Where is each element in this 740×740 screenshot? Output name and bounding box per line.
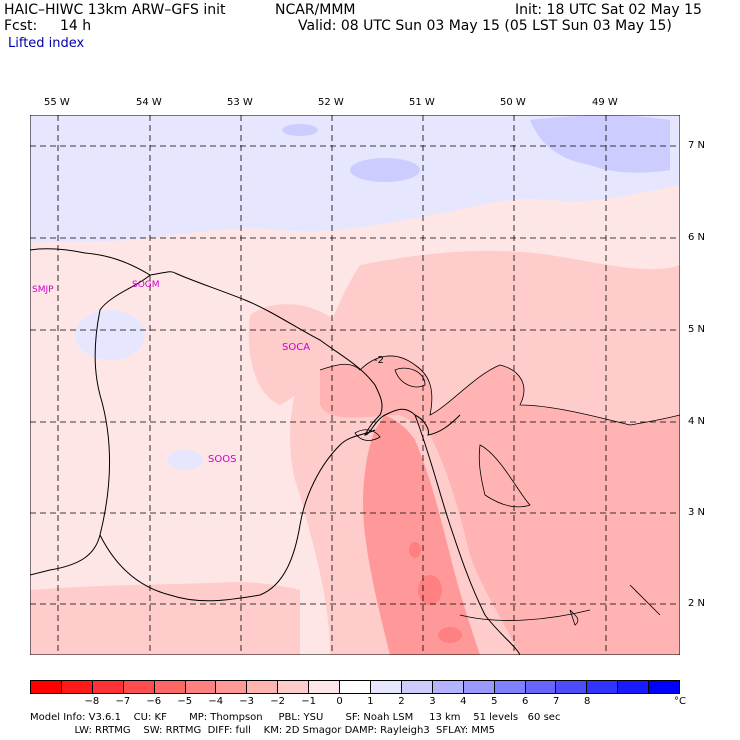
li-contour	[478, 444, 531, 508]
colorbar-unit: °C	[674, 696, 686, 707]
colorbar-segment	[340, 681, 371, 693]
positive-li-cell	[282, 124, 318, 136]
lat-label: 6 N	[688, 232, 706, 243]
li-contour	[629, 584, 661, 616]
border-suriname	[30, 274, 151, 576]
colorbar-segment	[123, 681, 155, 693]
colorbar-segment	[154, 681, 186, 693]
colorbar	[30, 680, 680, 694]
colorbar-segment	[618, 681, 650, 693]
colorbar-segment	[309, 681, 341, 693]
colorbar-tick-label: 3	[429, 696, 436, 707]
lon-label: 53 W	[227, 97, 253, 108]
colorbar-segment	[216, 681, 248, 693]
colorbar-segment	[494, 681, 526, 693]
colorbar-tick-label: −3	[239, 696, 255, 707]
contour-label: -2	[374, 355, 384, 366]
colorbar-tick-label: 8	[583, 696, 591, 707]
positive-li-cell	[350, 158, 420, 182]
li-contour	[319, 355, 680, 426]
lat-label: 5 N	[688, 324, 706, 335]
colorbar-segment	[649, 681, 680, 693]
li-contour	[569, 609, 579, 626]
forecast-hour: 14 h	[60, 18, 92, 34]
colorbar-segment	[247, 681, 279, 693]
li-minus4-cell	[438, 627, 462, 643]
colorbar-tick-label: 0	[336, 696, 343, 707]
positive-li-cell	[75, 310, 145, 360]
model-title: HAIC–HIWC 13km ARW–GFS init	[4, 2, 226, 18]
lon-label: 52 W	[318, 97, 344, 108]
colorbar-tick-label: 5	[491, 696, 498, 707]
li-minus1-region	[30, 582, 300, 655]
colorbar-tick-label: 2	[398, 696, 405, 707]
positive-li-cell	[167, 450, 203, 470]
border-brazil	[414, 414, 521, 655]
lon-label: 50 W	[500, 97, 526, 108]
lat-label: 7 N	[688, 140, 706, 151]
colorbar-segment	[432, 681, 464, 693]
org-label: NCAR/MMM	[275, 2, 356, 18]
colorbar-tick-label: 7	[553, 696, 560, 707]
li-minus3-region	[363, 415, 480, 655]
colorbar-tick-label: 4	[460, 696, 467, 707]
positive-li-region	[30, 115, 680, 243]
lat-gridlines	[30, 145, 680, 605]
colorbar-segment	[401, 681, 433, 693]
lon-label: 55 W	[44, 97, 70, 108]
colorbar-tick-label: −5	[177, 696, 193, 707]
colorbar-segment	[185, 681, 217, 693]
model-info-line2: LW: RRTMG SW: RRTMG DIFF: full KM: 2D Sm…	[30, 725, 495, 736]
lat-label: 4 N	[688, 416, 706, 427]
li-contour	[394, 367, 426, 388]
colorbar-segment	[61, 681, 93, 693]
lon-label: 49 W	[592, 97, 618, 108]
colorbar-segment	[587, 681, 619, 693]
station-sogm: SOGM	[132, 280, 160, 290]
colorbar-tick-label: −6	[146, 696, 162, 707]
station-soos: SOOS	[208, 454, 236, 465]
colorbar-segment	[278, 681, 310, 693]
field-name: Lifted index	[8, 36, 85, 51]
colorbar-tick-label: −7	[115, 696, 131, 707]
colorbar-tick-label: −2	[270, 696, 285, 707]
li-minus4-cell	[418, 575, 442, 605]
station-smjp: SMJP	[32, 285, 54, 295]
lon-gridlines	[57, 115, 607, 655]
colorbar-tick-label: −4	[208, 696, 224, 707]
colorbar-segment	[31, 681, 62, 693]
li-contour	[354, 429, 381, 441]
valid-time: Valid: 08 UTC Sun 03 May 15 (05 LST Sun …	[298, 18, 672, 34]
colorbar-segment	[525, 681, 557, 693]
li-minus1-region	[248, 304, 340, 405]
river	[459, 609, 591, 621]
model-info-line1: Model Info: V3.6.1 CU: KF MP: Thompson P…	[30, 712, 561, 723]
colorbar-segment	[370, 681, 402, 693]
forecast-label: Fcst:	[4, 18, 38, 34]
colorbar-segment	[92, 681, 124, 693]
station-soca: SOCA	[282, 342, 310, 353]
li-minus2-region	[320, 355, 680, 655]
init-time: Init: 18 UTC Sat 02 May 15	[515, 2, 702, 18]
colorbar-segment	[556, 681, 588, 693]
li-minus4-cell	[409, 542, 421, 558]
lon-label: 51 W	[409, 97, 435, 108]
colorbar-tick-label: 1	[367, 696, 374, 707]
positive-li-cell	[30, 165, 70, 225]
colorbar-tick-label: 6	[522, 696, 529, 707]
colorbar-tick-label: −1	[301, 696, 316, 707]
colorbar-tick-label: −8	[84, 696, 100, 707]
lat-label: 3 N	[688, 507, 706, 518]
border-french-guiana	[99, 429, 376, 602]
colorbar-segment	[463, 681, 495, 693]
lifted-index-map: SMJP SOGM SOCA SOOS -2	[30, 115, 680, 655]
lat-label: 2 N	[688, 598, 706, 609]
positive-li-core	[530, 115, 670, 173]
lon-label: 54 W	[136, 97, 162, 108]
